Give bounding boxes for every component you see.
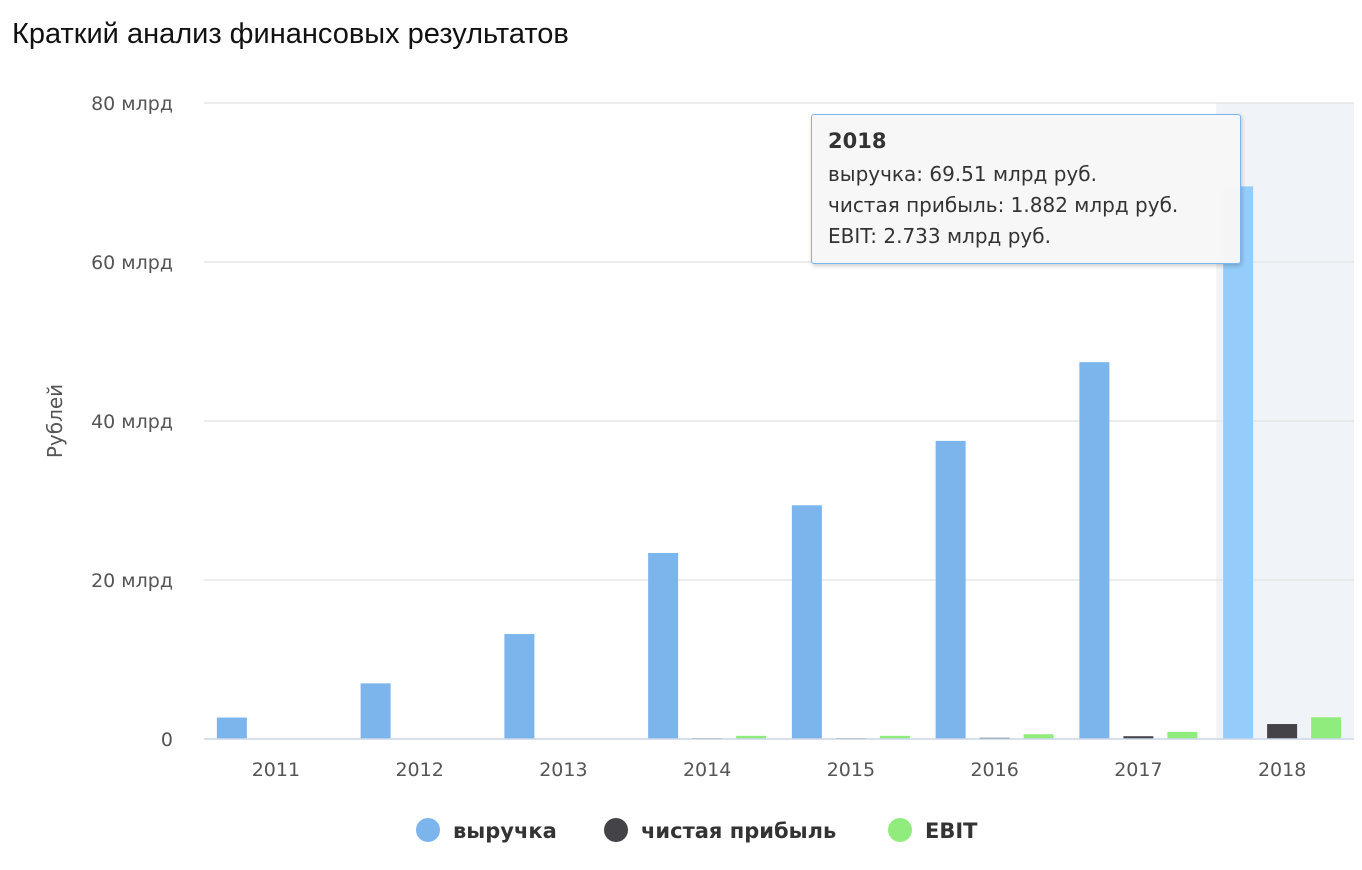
x-tick-label: 2017 [1114, 759, 1162, 781]
bar-2014-0[interactable] [648, 552, 679, 739]
x-tick-label: 2012 [395, 759, 443, 781]
legend-marker[interactable] [888, 818, 912, 842]
x-axis-tick-labels: 2011 2012 2013 2014 2015 2016 2017 2018 [252, 759, 1307, 781]
y-axis-title: Рублей [43, 384, 67, 458]
y-tick-label: 40 млрд [91, 411, 173, 433]
x-tick-label: 2018 [1258, 759, 1306, 781]
bar-2018-0[interactable] [1223, 186, 1254, 739]
chart-tooltip: 2018 выручка: 69.51 млрд руб. чистая при… [811, 114, 1241, 264]
bar-2015-0[interactable] [791, 505, 822, 739]
bar-2016-2[interactable] [1023, 734, 1054, 739]
bar-2015-2[interactable] [879, 735, 910, 739]
bar-2013-0[interactable] [504, 634, 535, 739]
legend-marker[interactable] [604, 818, 628, 842]
page-title: Краткий анализ финансовых результатов [12, 18, 569, 50]
legend-label[interactable]: выручка [453, 819, 557, 843]
tooltip-line-revenue: выручка: 69.51 млрд руб. [828, 162, 1097, 186]
y-tick-label: 0 [161, 729, 173, 751]
bar-2016-0[interactable] [935, 440, 966, 739]
x-tick-label: 2016 [970, 759, 1018, 781]
bar-2011-0[interactable] [216, 717, 247, 739]
x-tick-label: 2015 [827, 759, 875, 781]
x-tick-label: 2013 [539, 759, 587, 781]
legend: выручка чистая прибыль EBIT [416, 818, 978, 843]
legend-label[interactable]: чистая прибыль [641, 819, 836, 843]
bar-2017-0[interactable] [1079, 362, 1110, 739]
bar-2018-1[interactable] [1267, 724, 1298, 739]
tooltip-title: 2018 [828, 129, 887, 153]
y-axis-tick-labels: 0 20 млрд 40 млрд 60 млрд 80 млрд [91, 93, 173, 751]
bar-2017-1[interactable] [1123, 736, 1154, 739]
bar-2017-2[interactable] [1167, 731, 1198, 739]
y-tick-label: 60 млрд [91, 252, 173, 274]
x-tick-label: 2014 [683, 759, 731, 781]
legend-label[interactable]: EBIT [925, 819, 978, 843]
bar-2012-0[interactable] [360, 683, 391, 739]
y-tick-label: 20 млрд [91, 570, 173, 592]
bars [216, 186, 1342, 739]
bar-2018-2[interactable] [1311, 717, 1342, 739]
legend-marker[interactable] [416, 818, 440, 842]
tooltip-line-net-profit: чистая прибыль: 1.882 млрд руб. [828, 193, 1179, 217]
bar-2014-2[interactable] [736, 735, 767, 739]
tooltip-line-ebit: EBIT: 2.733 млрд руб. [828, 224, 1051, 248]
y-tick-label: 80 млрд [91, 93, 173, 115]
x-tick-label: 2011 [252, 759, 300, 781]
